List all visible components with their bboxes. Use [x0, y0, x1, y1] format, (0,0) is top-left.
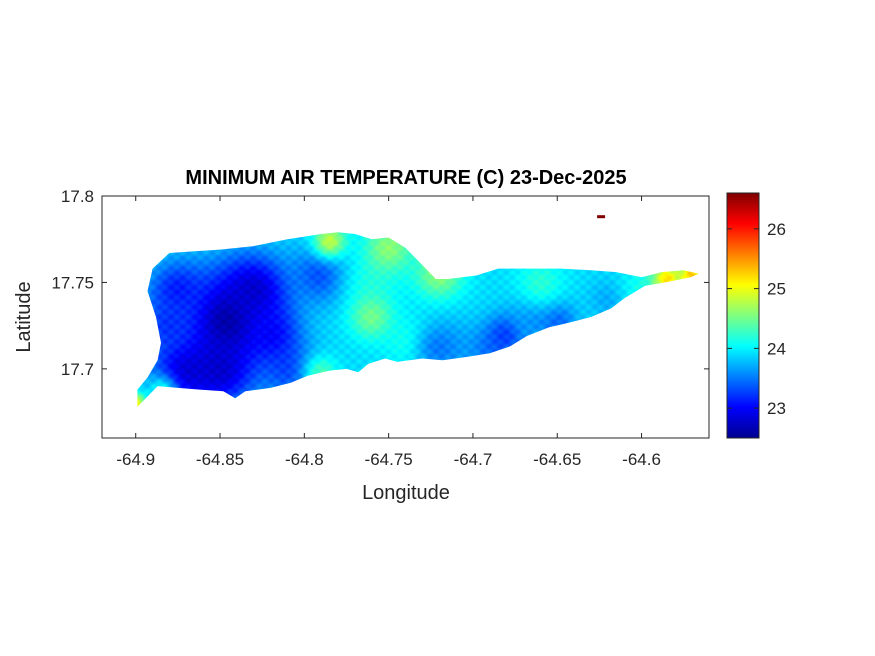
y-axis-label: Latitude — [13, 281, 35, 352]
outlier-points — [597, 215, 606, 219]
colorbar-tick-label: 24 — [767, 339, 786, 358]
plot-frame — [101, 195, 710, 439]
colorbar-frame — [726, 192, 760, 439]
y-tick-label: 17.7 — [61, 360, 94, 379]
y-axis-ticks: 17.7 17.75 17.8 — [51, 187, 709, 379]
x-tick-label: -64.7 — [454, 450, 493, 469]
x-axis-ticks: -64.9 -64.85 -64.8 -64.75 -64.7 -64.65 -64.6 — [116, 196, 661, 469]
x-tick-label: -64.6 — [622, 450, 661, 469]
x-tick-label: -64.9 — [116, 450, 155, 469]
colorbar-tick-label: 25 — [767, 280, 786, 299]
x-axis-label: Longitude — [362, 482, 450, 504]
x-tick-label: -64.65 — [533, 450, 581, 469]
y-tick-label: 17.75 — [51, 273, 94, 292]
colorbar-tick-label: 23 — [767, 399, 786, 418]
outlier-point — [597, 215, 606, 219]
x-tick-label: -64.85 — [196, 450, 244, 469]
colorbar-tick-label: 26 — [767, 220, 786, 239]
chart-title: MINIMUM AIR TEMPERATURE (C) 23-Dec-2025 — [185, 167, 626, 189]
y-tick-label: 17.8 — [61, 187, 94, 206]
colorbar: 23 24 25 26 — [726, 192, 786, 439]
x-tick-label: -64.8 — [285, 450, 324, 469]
x-tick-label: -64.75 — [365, 450, 413, 469]
plot-area: -64.9 -64.85 -64.8 -64.75 -64.7 -64.65 -64.6 1… — [51, 187, 710, 469]
colorbar-gradient — [727, 193, 759, 438]
colorbar-ticks: 23 24 25 26 — [727, 220, 786, 418]
